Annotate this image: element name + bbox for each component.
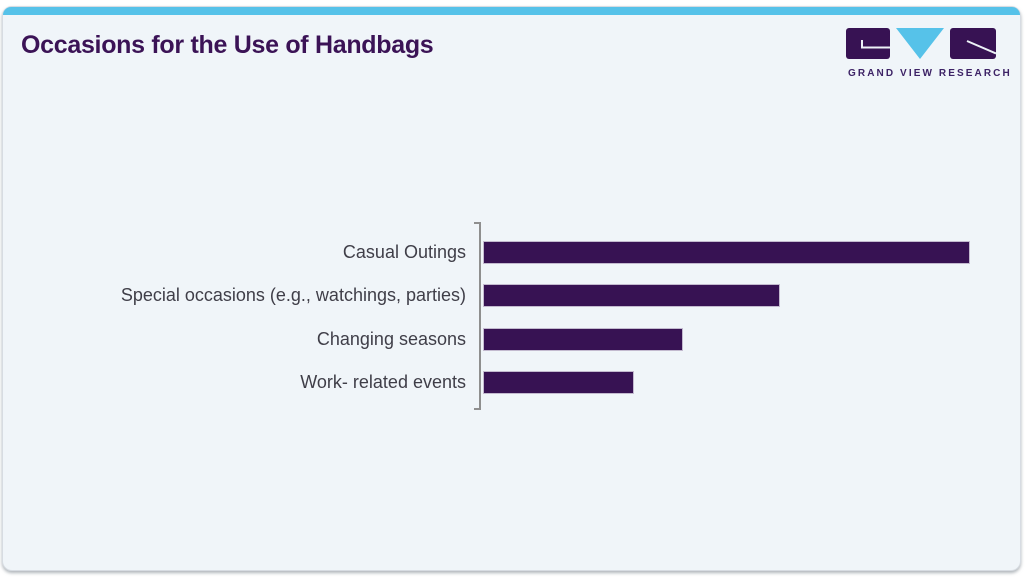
top-accent-bar (3, 7, 1020, 15)
bar-label: Changing seasons (316, 329, 466, 349)
bar (483, 328, 683, 351)
axis-bracket (474, 222, 481, 410)
logo-marks (846, 28, 997, 64)
slide-card: Occasions for the Use of Handbags (2, 6, 1021, 571)
gvr-g-block-icon (846, 28, 890, 64)
bar (483, 371, 634, 394)
bar-label: Work- related events (300, 372, 466, 392)
bar-chart: Casual Outings Special occasions (e.g., w… (3, 7, 1025, 583)
bar (483, 284, 780, 307)
bar (483, 241, 970, 264)
page-title: Occasions for the Use of Handbags (21, 31, 434, 59)
bar-label: Special occasions (e.g., watchings, part… (120, 285, 466, 305)
gvr-v-triangle-icon (896, 28, 944, 64)
gvr-r-block-icon (950, 28, 997, 64)
grand-view-research-logo: GRAND VIEW RESEARCH (846, 28, 1012, 79)
bar-label: Casual Outings (342, 242, 466, 262)
logo-brand-text: GRAND VIEW RESEARCH (848, 68, 1012, 79)
